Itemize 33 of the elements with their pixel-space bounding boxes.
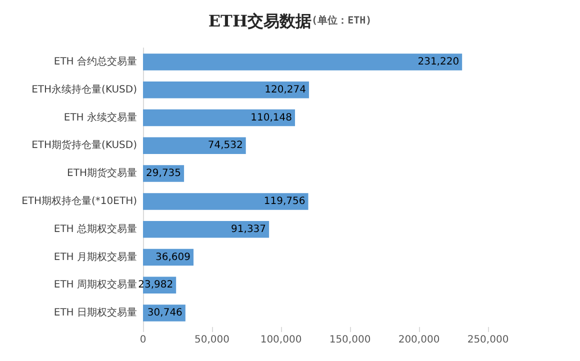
data-label: 36,609: [156, 252, 191, 263]
y-tick-label: ETH 总期权交易量: [54, 222, 137, 235]
x-tick-label: 100,000: [260, 334, 302, 346]
bar: [143, 220, 270, 238]
x-tick-label: 0: [140, 334, 146, 346]
data-label: 91,337: [231, 224, 266, 235]
y-tick-label: ETH 日期权交易量: [54, 306, 137, 319]
bar: [143, 193, 308, 210]
chart-subtitle: (单位：ETH): [312, 14, 372, 26]
x-tick-label: 50,000: [194, 334, 230, 346]
y-tick-label: ETH期货交易量: [67, 167, 137, 180]
data-label: 74,532: [208, 140, 243, 152]
y-tick-label: ETH永续持仓量(KUSD): [32, 83, 138, 96]
y-tick-label: ETH 周期权交易量: [54, 278, 137, 291]
y-tick-label: ETH期货持仓量(KUSD): [32, 139, 138, 152]
y-tick-label: ETH 月期权交易量: [54, 250, 137, 263]
y-tick-label: ETH 永续交易量: [64, 111, 137, 124]
data-label: 231,220: [418, 56, 460, 68]
bar: [143, 81, 309, 98]
x-tick-label: 150,000: [329, 334, 371, 346]
y-tick-label: ETH期权持仓量(*10ETH): [22, 194, 138, 207]
bar: [143, 54, 462, 70]
bar: [143, 137, 246, 154]
data-label: 30,746: [147, 308, 182, 319]
data-label: 120,274: [264, 84, 306, 96]
chart-title: ETH交易数据: [208, 12, 312, 30]
data-label: 119,756: [264, 196, 306, 207]
data-label: 29,735: [146, 168, 182, 180]
data-label: 110,148: [250, 112, 292, 124]
bar: [143, 109, 296, 126]
y-tick-label: ETH 合约总交易量: [54, 55, 137, 68]
x-tick-label: 250,000: [467, 334, 509, 346]
x-tick-label: 200,000: [398, 334, 440, 346]
